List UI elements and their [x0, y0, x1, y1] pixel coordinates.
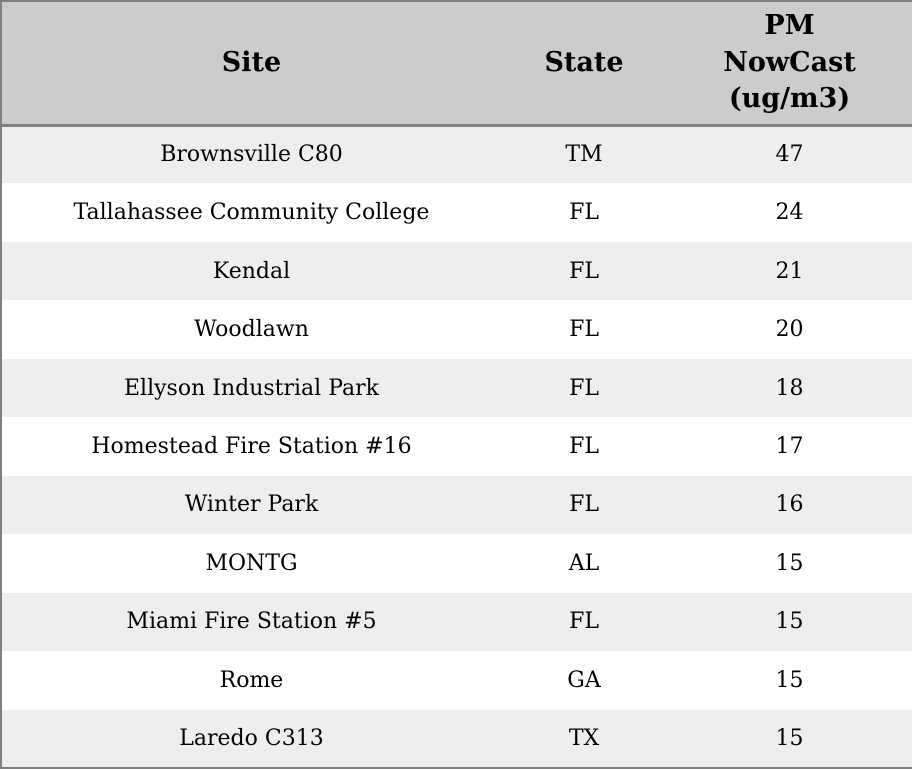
state-cell: TM — [565, 142, 603, 168]
pm-cell: 16 — [775, 492, 804, 518]
state-cell: FL — [569, 258, 599, 284]
table-row: Miami Fire Station #5 FL 15 — [1, 592, 912, 652]
pm-cell: 47 — [775, 142, 804, 168]
site-cell: Miami Fire Station #5 — [126, 609, 377, 635]
state-cell: TX — [568, 725, 600, 751]
table-row: MONTG AL 15 — [1, 534, 912, 593]
column-header-site: Site — [1, 1, 501, 127]
state-cell: FL — [569, 317, 599, 343]
table-body: Brownsville C80 TM 47 Tallahassee Community… — [1, 125, 912, 768]
pm-cell: 15 — [775, 667, 804, 693]
column-header-pm-nowcast: PM NowCast (ug/m3) — [667, 1, 912, 127]
state-cell: FL — [569, 609, 599, 635]
column-header-state-label: State — [544, 46, 624, 78]
site-cell: Brownsville C80 — [160, 142, 343, 168]
state-cell: FL — [569, 375, 599, 401]
state-cell: AL — [568, 550, 600, 576]
state-cell: FL — [569, 200, 599, 226]
pm-cell: 24 — [775, 200, 804, 226]
site-cell: Winter Park — [184, 492, 319, 518]
table-row: Winter Park FL 16 — [1, 475, 912, 535]
pm-cell: 15 — [775, 725, 804, 751]
table-row: Rome GA 15 — [1, 651, 912, 710]
column-header-pm-nowcast-label: PM NowCast (ug/m3) — [723, 10, 856, 114]
pm-cell: 18 — [775, 375, 804, 401]
table-row: Brownsville C80 TM 47 — [1, 125, 912, 184]
column-header-site-label: Site — [221, 46, 282, 78]
site-cell: Laredo C313 — [179, 725, 324, 751]
table-header: Site State PM NowCast (ug/m3) — [1, 1, 912, 127]
table-row: Ellyson Industrial Park FL 18 — [1, 358, 912, 418]
pm-cell: 20 — [775, 317, 804, 343]
site-cell: Woodlawn — [194, 317, 309, 343]
site-cell: Homestead Fire Station #16 — [91, 433, 412, 459]
state-cell: GA — [567, 667, 601, 693]
table-row: Tallahassee Community College FL 24 — [1, 183, 912, 242]
pm-cell: 21 — [775, 258, 804, 284]
state-cell: FL — [569, 433, 599, 459]
site-cell: Tallahassee Community College — [73, 200, 430, 226]
pm-cell: 17 — [775, 433, 804, 459]
column-header-state: State — [501, 1, 667, 127]
table-row: Laredo C313 TX 15 — [1, 709, 912, 768]
state-cell: FL — [569, 492, 599, 518]
header-row: Site State PM NowCast (ug/m3) — [1, 1, 912, 127]
table-row: Homestead Fire Station #16 FL 17 — [1, 417, 912, 476]
site-cell: Kendal — [212, 258, 291, 284]
table-row: Woodlawn FL 20 — [1, 300, 912, 359]
site-cell: Rome — [219, 667, 284, 693]
site-cell: MONTG — [205, 550, 298, 576]
pm-cell: 15 — [775, 550, 804, 576]
table-row: Kendal FL 21 — [1, 241, 912, 301]
pm-cell: 15 — [775, 609, 804, 635]
site-cell: Ellyson Industrial Park — [124, 375, 379, 401]
